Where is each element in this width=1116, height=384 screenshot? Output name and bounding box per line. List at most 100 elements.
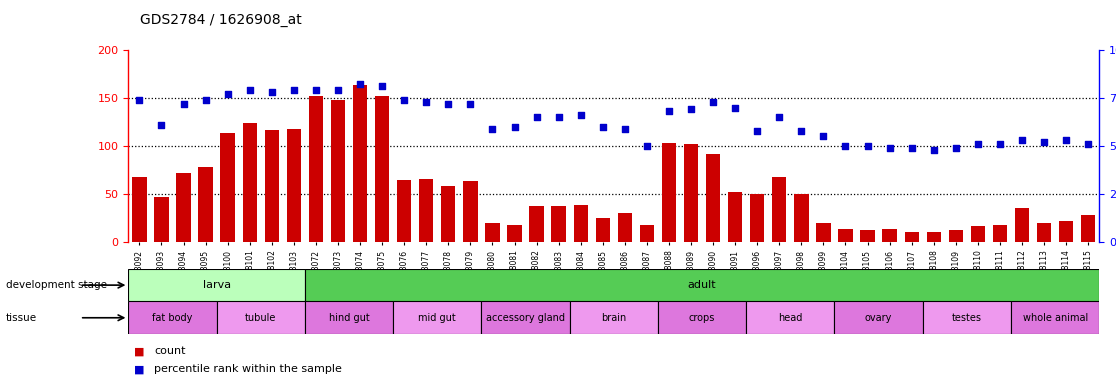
- Point: [417, 99, 435, 105]
- Bar: [330, 100, 345, 242]
- Point: [153, 122, 171, 128]
- Point: [352, 81, 369, 88]
- Point: [903, 145, 921, 151]
- Point: [727, 104, 744, 111]
- Point: [571, 112, 589, 118]
- Bar: [420, 179, 433, 242]
- Point: [682, 106, 700, 113]
- Text: whole animal: whole animal: [1022, 313, 1088, 323]
- Bar: [835, 301, 923, 334]
- Point: [285, 87, 302, 93]
- Bar: [662, 143, 676, 242]
- Bar: [199, 167, 213, 242]
- Point: [131, 97, 148, 103]
- Bar: [926, 232, 941, 242]
- Point: [858, 143, 876, 149]
- Text: ■: ■: [134, 346, 144, 356]
- Bar: [485, 223, 500, 242]
- Point: [483, 126, 501, 132]
- Point: [660, 108, 677, 114]
- Bar: [971, 226, 985, 242]
- Point: [1013, 137, 1031, 143]
- Bar: [375, 96, 389, 242]
- Point: [770, 114, 788, 120]
- Bar: [617, 213, 632, 242]
- Bar: [658, 301, 747, 334]
- Point: [528, 114, 546, 120]
- Text: accessory gland: accessory gland: [487, 313, 565, 323]
- Bar: [305, 269, 1099, 301]
- Point: [925, 147, 943, 153]
- Bar: [1081, 215, 1096, 242]
- Text: ■: ■: [134, 364, 144, 374]
- Bar: [353, 86, 367, 242]
- Text: hind gut: hind gut: [328, 313, 369, 323]
- Text: GDS2784 / 1626908_at: GDS2784 / 1626908_at: [140, 13, 301, 27]
- Text: tubule: tubule: [246, 313, 277, 323]
- Bar: [481, 301, 569, 334]
- Bar: [860, 230, 875, 242]
- Point: [1057, 137, 1075, 143]
- Point: [506, 124, 523, 130]
- Bar: [772, 177, 787, 242]
- Point: [395, 97, 413, 103]
- Bar: [569, 301, 658, 334]
- Bar: [883, 230, 897, 242]
- Bar: [287, 129, 301, 242]
- Bar: [242, 123, 257, 242]
- Point: [749, 127, 767, 134]
- Bar: [574, 205, 588, 242]
- Point: [307, 87, 325, 93]
- Point: [616, 126, 634, 132]
- Bar: [264, 130, 279, 242]
- Bar: [128, 269, 305, 301]
- Bar: [305, 301, 393, 334]
- Point: [373, 83, 391, 89]
- Point: [991, 141, 1009, 147]
- Point: [241, 87, 259, 93]
- Point: [837, 143, 855, 149]
- Point: [969, 141, 987, 147]
- Bar: [309, 96, 323, 242]
- Bar: [132, 177, 146, 242]
- Bar: [551, 207, 566, 242]
- Bar: [463, 182, 478, 242]
- Point: [881, 145, 898, 151]
- Text: larva: larva: [202, 280, 231, 290]
- Bar: [838, 230, 853, 242]
- Point: [1079, 141, 1097, 147]
- Point: [263, 89, 281, 95]
- Bar: [1037, 223, 1051, 242]
- Bar: [993, 225, 1007, 242]
- Point: [550, 114, 568, 120]
- Bar: [1011, 301, 1099, 334]
- Bar: [923, 301, 1011, 334]
- Bar: [795, 194, 808, 242]
- Text: head: head: [778, 313, 802, 323]
- Text: tissue: tissue: [6, 313, 37, 323]
- Point: [219, 91, 237, 97]
- Bar: [596, 218, 610, 242]
- Bar: [397, 180, 412, 242]
- Point: [1036, 139, 1054, 145]
- Bar: [684, 144, 699, 242]
- Bar: [441, 186, 455, 242]
- Text: count: count: [154, 346, 185, 356]
- Point: [196, 97, 214, 103]
- Text: brain: brain: [602, 313, 626, 323]
- Point: [792, 127, 810, 134]
- Bar: [949, 230, 963, 242]
- Bar: [1014, 209, 1029, 242]
- Point: [704, 99, 722, 105]
- Point: [174, 101, 192, 107]
- Point: [594, 124, 612, 130]
- Bar: [747, 301, 835, 334]
- Point: [461, 101, 479, 107]
- Bar: [393, 301, 481, 334]
- Text: development stage: development stage: [6, 280, 107, 290]
- Bar: [529, 207, 543, 242]
- Bar: [508, 225, 521, 242]
- Bar: [728, 192, 742, 242]
- Bar: [154, 197, 169, 242]
- Point: [638, 143, 656, 149]
